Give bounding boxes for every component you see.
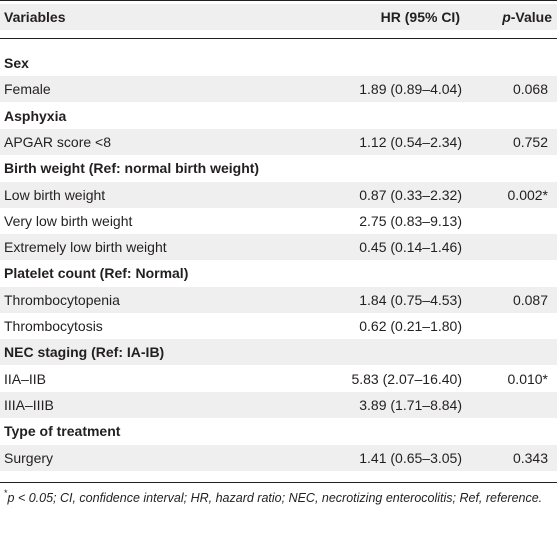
table-row: IIA–IIB 5.83 (2.07–16.40) 0.010* (0, 366, 557, 392)
section-label: Type of treatment (4, 423, 121, 439)
section-label: Asphyxia (4, 108, 67, 124)
p-value: 0.087 (512, 292, 548, 308)
section-row: Type of treatment (0, 418, 557, 444)
header-hr: HR (95% CI) (380, 9, 460, 25)
hr-value: 0.87 (0.33–2.32) (359, 187, 462, 203)
variable-label: Surgery (4, 450, 54, 466)
hr-value: 3.89 (1.71–8.84) (359, 397, 462, 413)
hr-value: 1.89 (0.89–4.04) (359, 81, 462, 97)
section-label: NEC staging (Ref: IA-IB) (4, 344, 165, 360)
table-row: Low birth weight 0.87 (0.33–2.32) 0.002* (0, 182, 557, 208)
section-row: Birth weight (Ref: normal birth weight) (0, 155, 557, 181)
section-row: Asphyxia (0, 103, 557, 129)
p-value: 0.010* (507, 371, 548, 387)
table-footnote: *p < 0.05; CI, confidence interval; HR, … (4, 488, 552, 508)
table-header-row: Variables HR (95% CI) p-Value (0, 4, 557, 30)
section-label: Birth weight (Ref: normal birth weight) (4, 160, 260, 176)
section-label: Sex (4, 55, 29, 71)
variable-label: Low birth weight (4, 187, 106, 203)
section-row: Platelet count (Ref: Normal) (0, 260, 557, 286)
variable-label: Extremely low birth weight (4, 239, 167, 255)
hr-value: 0.62 (0.21–1.80) (359, 318, 462, 334)
hr-value: 1.84 (0.75–4.53) (359, 292, 462, 308)
table-row: Female 1.89 (0.89–4.04) 0.068 (0, 76, 557, 102)
header-variables: Variables (4, 9, 66, 25)
hr-value: 1.12 (0.54–2.34) (359, 134, 462, 150)
variable-label: Female (4, 81, 51, 97)
section-row: Sex (0, 50, 557, 76)
footnote-text: p < 0.05; CI, confidence interval; HR, h… (7, 491, 543, 505)
hr-value: 1.41 (0.65–3.05) (359, 450, 462, 466)
table-header-rule (0, 38, 557, 39)
table-row: Extremely low birth weight 0.45 (0.14–1.4… (0, 234, 557, 260)
table-row: Thrombocytosis 0.62 (0.21–1.80) (0, 313, 557, 339)
table-row: APGAR score <8 1.12 (0.54–2.34) 0.752 (0, 129, 557, 155)
hr-value: 2.75 (0.83–9.13) (359, 213, 462, 229)
p-value: 0.002* (507, 187, 548, 203)
table-row: Thrombocytopenia 1.84 (0.75–4.53) 0.087 (0, 287, 557, 313)
table-bottom-rule (0, 482, 557, 483)
variable-label: IIA–IIB (4, 371, 47, 387)
header-p-italic: p (502, 9, 511, 25)
hr-value: 0.45 (0.14–1.46) (359, 239, 462, 255)
table-row: Surgery 1.41 (0.65–3.05) 0.343 (0, 445, 557, 471)
table-top-rule (0, 0, 557, 1)
hr-value: 5.83 (2.07–16.40) (351, 371, 462, 387)
section-label: Platelet count (Ref: Normal) (4, 265, 189, 281)
p-value: 0.752 (512, 134, 548, 150)
header-p-rest: -Value (510, 9, 552, 25)
p-value: 0.068 (512, 81, 548, 97)
section-row: NEC staging (Ref: IA-IB) (0, 339, 557, 365)
variable-label: Thrombocytopenia (4, 292, 120, 308)
p-value: 0.343 (512, 450, 548, 466)
footnote-marker: * (4, 488, 8, 498)
table-row: IIIA–IIIB 3.89 (1.71–8.84) (0, 392, 557, 418)
header-p-value: p-Value (478, 4, 552, 30)
variable-label: IIIA–IIIB (4, 397, 54, 413)
table-row: Very low birth weight 2.75 (0.83–9.13) (0, 208, 557, 234)
variable-label: Thrombocytosis (4, 318, 103, 334)
variable-label: Very low birth weight (4, 213, 133, 229)
variable-label: APGAR score <8 (4, 134, 111, 150)
